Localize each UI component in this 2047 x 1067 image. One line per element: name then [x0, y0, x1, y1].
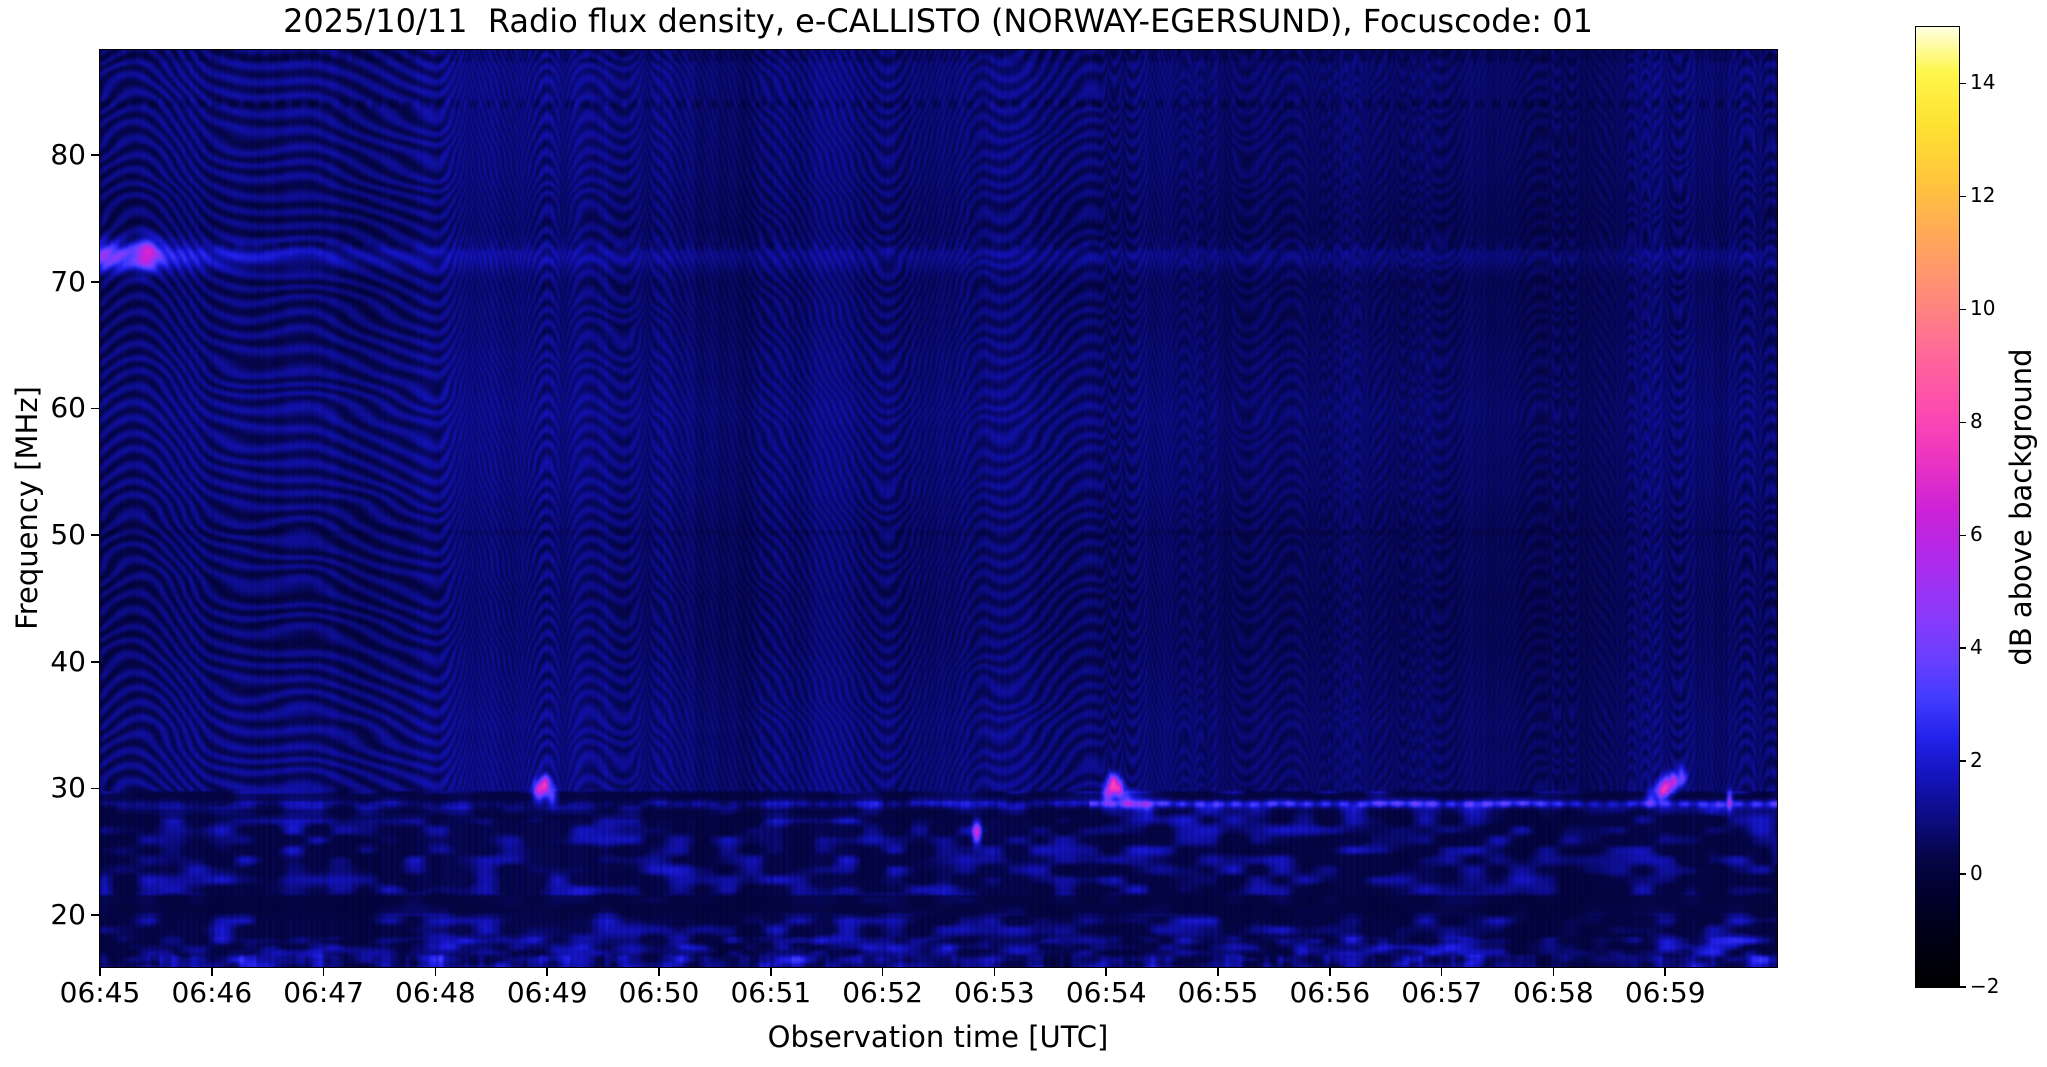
x-tick-label: 06:58 — [1513, 976, 1594, 1009]
chart-title: 2025/10/11 Radio flux density, e-CALLIST… — [283, 2, 1593, 40]
x-tick — [1217, 967, 1219, 976]
x-tick — [770, 967, 772, 976]
x-tick — [1552, 967, 1555, 976]
x-tick-label: 06:48 — [395, 976, 476, 1009]
x-tick — [881, 967, 884, 976]
colorbar-tick — [1959, 421, 1966, 423]
y-tick-label: 70 — [50, 264, 86, 298]
colorbar-tick — [1959, 308, 1966, 311]
colorbar-tick — [1959, 195, 1966, 198]
x-tick — [99, 967, 101, 976]
x-tick-label: 06:55 — [1177, 976, 1259, 1009]
y-tick — [91, 154, 100, 156]
x-tick-label: 06:59 — [1624, 976, 1706, 1009]
x-tick-label: 06:49 — [506, 976, 588, 1009]
x-tick — [322, 967, 325, 976]
y-axis-label: Frequency [MHz] — [10, 386, 44, 630]
x-tick — [993, 967, 996, 976]
y-tick-label: 20 — [50, 898, 86, 932]
colorbar-tick-label: 2 — [1970, 748, 1983, 773]
x-tick-label: 06:57 — [1401, 976, 1482, 1009]
y-tick — [91, 407, 100, 410]
colorbar-tick-label: 4 — [1970, 635, 1983, 660]
x-tick-label: 06:46 — [171, 976, 253, 1009]
x-tick — [1664, 967, 1666, 976]
colorbar-tick-label: 0 — [1970, 861, 1983, 886]
y-tick-label: 50 — [50, 518, 86, 552]
x-tick-label: 06:47 — [283, 976, 364, 1009]
x-tick — [546, 967, 548, 976]
x-tick-label: 06:50 — [618, 976, 700, 1009]
x-tick-label: 06:51 — [730, 976, 812, 1009]
y-tick — [91, 534, 100, 536]
colorbar-tick — [1959, 82, 1966, 85]
y-tick-label: 60 — [50, 391, 86, 425]
y-tick — [91, 914, 100, 916]
x-tick — [1105, 967, 1107, 976]
x-tick-label: 06:53 — [954, 976, 1035, 1009]
colorbar-tick-label: 14 — [1970, 70, 1996, 95]
x-tick — [1440, 967, 1443, 976]
x-tick — [658, 967, 660, 976]
x-tick — [434, 967, 437, 976]
colorbar-canvas — [1916, 27, 1959, 987]
y-tick — [91, 787, 100, 790]
y-tick-label: 40 — [50, 644, 86, 678]
colorbar-tick-label: 12 — [1970, 183, 1996, 208]
x-tick-label: 06:45 — [59, 976, 141, 1009]
y-tick-label: 30 — [50, 771, 86, 805]
x-tick — [1329, 967, 1331, 976]
x-tick-label: 06:56 — [1289, 976, 1371, 1009]
colorbar-label: dB above background — [2004, 348, 2038, 666]
colorbar-tick — [1959, 534, 1966, 536]
spectrogram-canvas — [100, 50, 1777, 967]
colorbar-tick-label: 8 — [1970, 409, 1983, 434]
colorbar-tick — [1959, 760, 1966, 762]
x-tick-label: 06:54 — [1065, 976, 1147, 1009]
colorbar-tick — [1959, 986, 1966, 988]
colorbar-tick-label: 6 — [1970, 522, 1983, 547]
colorbar-tick — [1959, 873, 1966, 875]
y-tick-label: 80 — [50, 138, 86, 172]
colorbar-tick — [1959, 647, 1966, 649]
x-tick-label: 06:52 — [842, 976, 923, 1009]
colorbar-tick-label: 10 — [1970, 296, 1996, 321]
y-tick — [91, 280, 100, 283]
x-tick — [211, 967, 213, 976]
y-tick — [91, 660, 100, 663]
x-axis-label: Observation time [UTC] — [767, 1020, 1109, 1054]
colorbar-tick-label: −2 — [1970, 974, 2000, 998]
